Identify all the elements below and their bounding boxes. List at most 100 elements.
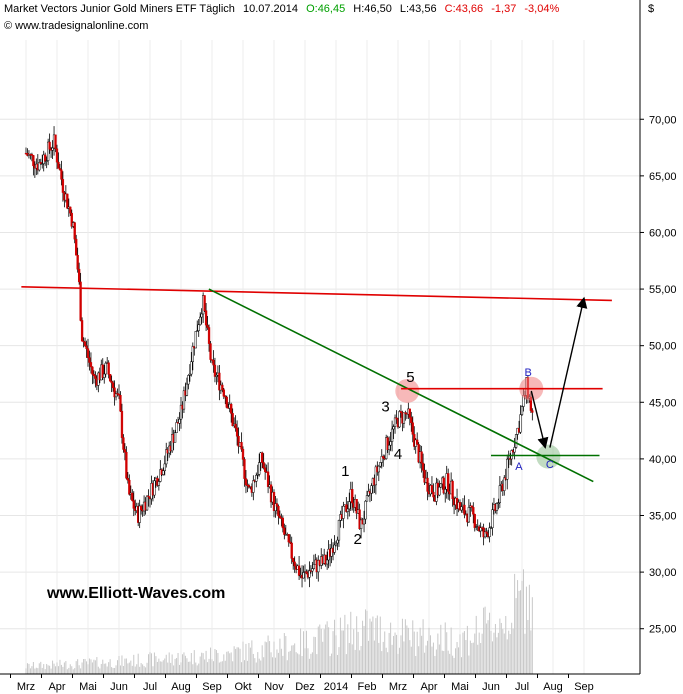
candle-body bbox=[139, 505, 143, 510]
x-tick-label: Dez bbox=[295, 681, 315, 693]
candle-body bbox=[240, 442, 243, 450]
close-value: C:43,66 bbox=[444, 3, 484, 15]
candle-body bbox=[187, 375, 190, 385]
candle-body bbox=[45, 160, 48, 162]
candle-body bbox=[80, 320, 84, 342]
candle-body bbox=[104, 362, 107, 375]
candle-body bbox=[362, 518, 366, 525]
candle-body bbox=[281, 517, 285, 529]
candle-body bbox=[86, 348, 90, 359]
candle-body bbox=[495, 503, 499, 511]
change-value: -1,37 bbox=[491, 3, 517, 15]
y-tick-label: 70,00 bbox=[649, 114, 677, 126]
candle-body bbox=[58, 168, 62, 171]
candle-body bbox=[114, 393, 118, 398]
candle-body bbox=[398, 411, 401, 428]
candle-body bbox=[392, 426, 395, 430]
candle-body bbox=[266, 471, 270, 487]
candle-body bbox=[467, 507, 471, 523]
candle-body bbox=[39, 162, 42, 165]
candle-body bbox=[147, 495, 150, 498]
wave-labels: 1 2 3 4 5 A B C bbox=[341, 367, 554, 548]
instrument-name: Market Vectors Junior Gold Miners ETF Tä… bbox=[4, 3, 235, 15]
candle-body bbox=[463, 504, 466, 515]
wave-label-b: B bbox=[525, 367, 532, 379]
candle-body bbox=[485, 531, 488, 534]
candle-body bbox=[305, 571, 308, 574]
x-tick-label: Sep bbox=[202, 681, 222, 693]
candle-body bbox=[289, 541, 292, 544]
candle-body bbox=[163, 463, 166, 472]
candle-body bbox=[165, 449, 168, 465]
x-tick-label: Jul bbox=[515, 681, 529, 693]
candle-body bbox=[432, 491, 435, 498]
candle-body bbox=[215, 375, 218, 377]
candle-body bbox=[235, 427, 239, 437]
candle-body bbox=[275, 503, 279, 507]
candle-body bbox=[404, 412, 407, 414]
currency-label: $ bbox=[648, 3, 655, 15]
candle-body bbox=[119, 395, 122, 412]
candle-body bbox=[255, 475, 258, 482]
candle-body bbox=[44, 154, 47, 162]
candle-body bbox=[122, 437, 125, 450]
candle-body bbox=[426, 477, 429, 492]
wave-label-3: 3 bbox=[381, 398, 389, 415]
candle-body bbox=[389, 441, 392, 446]
candle-body bbox=[444, 489, 447, 494]
candle-body bbox=[145, 495, 149, 511]
candle-body bbox=[222, 389, 225, 397]
x-tick-label: Jun bbox=[482, 681, 500, 693]
candle-body bbox=[126, 477, 130, 481]
candle-body bbox=[103, 373, 106, 378]
candle-body bbox=[123, 449, 127, 453]
candle-body bbox=[430, 485, 434, 493]
candle-body bbox=[325, 559, 329, 565]
candle-body bbox=[346, 508, 349, 512]
candle-body bbox=[182, 390, 186, 410]
candle-body bbox=[470, 505, 473, 508]
x-tick-label: Sep bbox=[574, 681, 594, 693]
candle-body bbox=[292, 558, 295, 563]
trend-line bbox=[208, 288, 594, 483]
y-tick-label: 30,00 bbox=[649, 567, 677, 579]
candle-body bbox=[472, 507, 475, 515]
candle-body bbox=[204, 310, 208, 326]
candle-body bbox=[207, 327, 211, 344]
candle-body bbox=[111, 382, 115, 389]
candle-body bbox=[128, 479, 131, 495]
candle-body bbox=[370, 485, 373, 494]
candle-body bbox=[351, 489, 354, 504]
candle-body bbox=[77, 268, 81, 283]
candle-body bbox=[519, 414, 522, 433]
candle-body bbox=[491, 509, 494, 528]
candle-body bbox=[297, 565, 301, 576]
candle-body bbox=[30, 154, 34, 156]
candle-body bbox=[61, 179, 65, 193]
candle-body bbox=[256, 474, 259, 476]
wave-label-c: C bbox=[546, 459, 554, 471]
candle-body bbox=[117, 393, 121, 396]
candle-body bbox=[83, 341, 87, 346]
source-credit: © www.tradesignalonline.com bbox=[4, 20, 149, 32]
annotations bbox=[21, 286, 612, 483]
candle-body bbox=[283, 527, 286, 535]
candle-body bbox=[497, 502, 500, 504]
candle-body bbox=[395, 417, 398, 420]
x-tick-label: Apr bbox=[48, 681, 65, 693]
chart-header: Market Vectors Junior Gold Miners ETF Tä… bbox=[4, 3, 564, 15]
candle-body bbox=[308, 570, 311, 578]
candle-body bbox=[213, 364, 217, 377]
projection-arrow bbox=[530, 390, 549, 449]
candle-body bbox=[70, 212, 73, 227]
candle-body bbox=[218, 372, 221, 391]
candle-body bbox=[85, 345, 88, 349]
candle-body bbox=[379, 462, 382, 467]
candle-body bbox=[196, 330, 199, 332]
candle-body bbox=[199, 316, 202, 326]
candle-body bbox=[290, 542, 293, 559]
candle-body bbox=[479, 527, 482, 532]
y-tick-label: 35,00 bbox=[649, 511, 677, 523]
